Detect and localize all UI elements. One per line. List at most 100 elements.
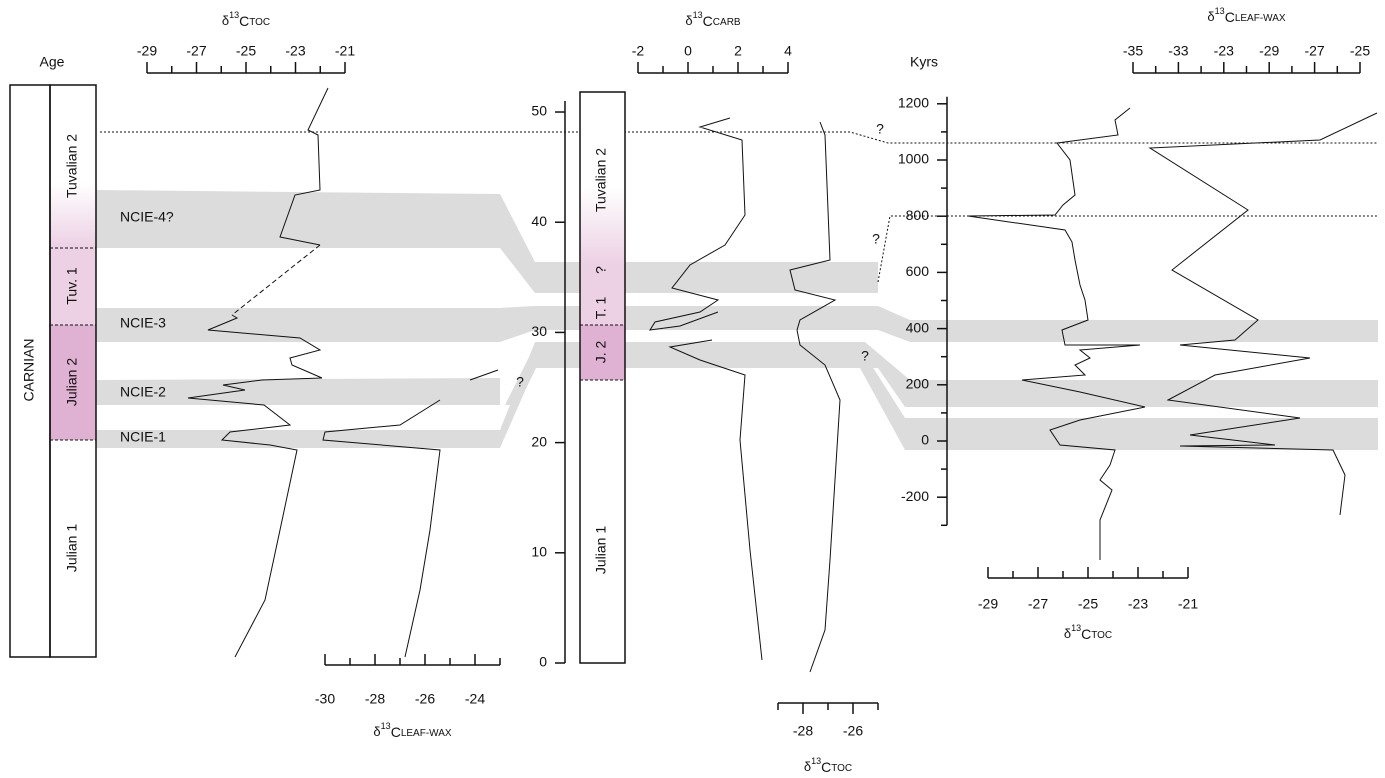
age-label: Kyrs [910,54,938,70]
tick-label: 10 [531,544,547,560]
title-sub: TOC [249,17,270,28]
tick-label: 50 [531,103,547,119]
stage-label: Julian 1 [64,524,80,572]
stage-fill [50,248,96,325]
carb-curve [668,339,763,661]
stage-label: Tuvalian 2 [593,148,609,212]
tick-label: 200 [906,376,930,392]
tick-label: 20 [531,433,547,449]
stage-fill [580,265,625,325]
tick-label: 4 [784,43,792,59]
tick-label: -35 [1123,43,1143,59]
stage-label: T. 1 [593,297,609,320]
stage-fill [50,85,96,248]
tick-label: -27 [1304,43,1324,59]
tick-label: -33 [1168,43,1188,59]
axis-title: δ13CTOC [222,10,270,28]
leafwax-curve [322,399,441,658]
stage-label: J. 2 [593,341,609,364]
period-label: CARNIAN [21,338,37,401]
title-sup: 13 [229,10,239,20]
tick-label: -29 [978,596,998,612]
tick-label: 1200 [898,95,929,111]
title-main: C [1225,9,1235,25]
title-main: C [391,724,401,740]
axis-title: δ13CLEAF-WAX [1207,6,1285,24]
band [96,378,500,405]
tick-label: -24 [465,691,485,707]
leafwax-curve [469,369,499,381]
left-stratigraphy: Age CARNIAN Tuvalian 2 Tuv. 1 Julian 2 J… [9,54,524,658]
title-main: C [239,13,249,29]
toc-curve [187,314,323,658]
tick-label: -25 [1350,43,1370,59]
title-delta: δ [222,13,229,28]
event-label: NCIE-4? [120,209,174,225]
tick-label: 0 [921,432,929,448]
tick-label: -23 [1128,596,1148,612]
stage-label: Julian 2 [64,358,80,406]
query-mark: ? [872,231,880,247]
title-main: C [703,13,713,29]
toc-curve [789,121,841,673]
title-sup: 13 [381,721,391,731]
event-label: NCIE-1 [120,429,166,445]
tick-label: 600 [906,263,930,279]
tick-label: -25 [1078,596,1098,612]
stage-column [579,91,626,664]
band [96,306,1378,342]
dotted-correlations [100,131,1378,283]
title-delta: δ [373,724,380,739]
axis-title: δ13CTOC [804,756,852,774]
title-main: C [1081,626,1091,642]
tick-label: -26 [843,723,863,739]
stage-label: ? [593,266,609,274]
tick-label: -25 [236,43,256,59]
title-delta: δ [1207,9,1214,24]
tick-label: 400 [906,319,930,335]
title-sup: 13 [811,756,821,766]
curves [187,87,1378,673]
tick-label: -28 [793,723,813,739]
tick-label: -21 [1178,596,1198,612]
title-delta: δ [804,759,811,774]
tick-label: -28 [365,691,385,707]
tick-label: 800 [906,207,930,223]
leafwax-curve [1148,112,1378,516]
tick-label: 40 [531,213,547,229]
tick-label: 1000 [898,151,929,167]
title-sup: 13 [693,10,703,20]
tick-label: -23 [285,43,305,59]
age-label: Age [40,54,65,70]
dotted-line [100,131,1378,144]
tick-label: -200 [901,488,929,504]
tick-label: -26 [415,691,435,707]
title-sub: TOC [831,763,852,774]
tick-label: 30 [531,323,547,339]
tick-label: -2 [632,43,645,59]
dotted-line [877,215,1378,283]
stage-fill [50,325,96,440]
stage-fill [580,92,625,265]
title-delta: δ [685,13,692,28]
title-sub: TOC [1091,630,1112,641]
tick-label: -29 [1259,43,1279,59]
tick-label: -23 [1214,43,1234,59]
band [96,190,878,293]
title-delta: δ [1064,626,1071,641]
title-sub: CARB [713,17,741,28]
axis-title: δ13CTOC [1064,623,1112,641]
tick-label: 2 [734,43,742,59]
tick-label: 0 [539,654,547,670]
tick-label: -29 [137,43,157,59]
query-mark: ? [861,348,869,364]
title-main: C [821,759,831,775]
middle-stratigraphy: Tuvalian 2 T. 1 ? J. 2 Julian 1 [579,91,626,664]
tick-label: -27 [1028,596,1048,612]
stage-label: Tuv. 1 [64,267,80,305]
axis-title: δ13CCARB [685,10,741,28]
axis-title: δ13CLEAF-WAX [373,721,451,739]
event-label: NCIE-3 [120,315,166,331]
title-sub: LEAF-WAX [401,728,452,739]
